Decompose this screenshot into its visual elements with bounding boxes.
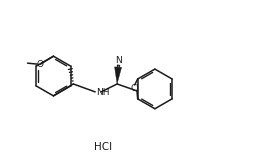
- Polygon shape: [115, 67, 121, 84]
- Text: HCl: HCl: [94, 142, 112, 152]
- Text: NH: NH: [96, 88, 110, 97]
- Text: Cl: Cl: [130, 84, 139, 93]
- Text: N: N: [115, 56, 121, 65]
- Text: O: O: [37, 60, 44, 69]
